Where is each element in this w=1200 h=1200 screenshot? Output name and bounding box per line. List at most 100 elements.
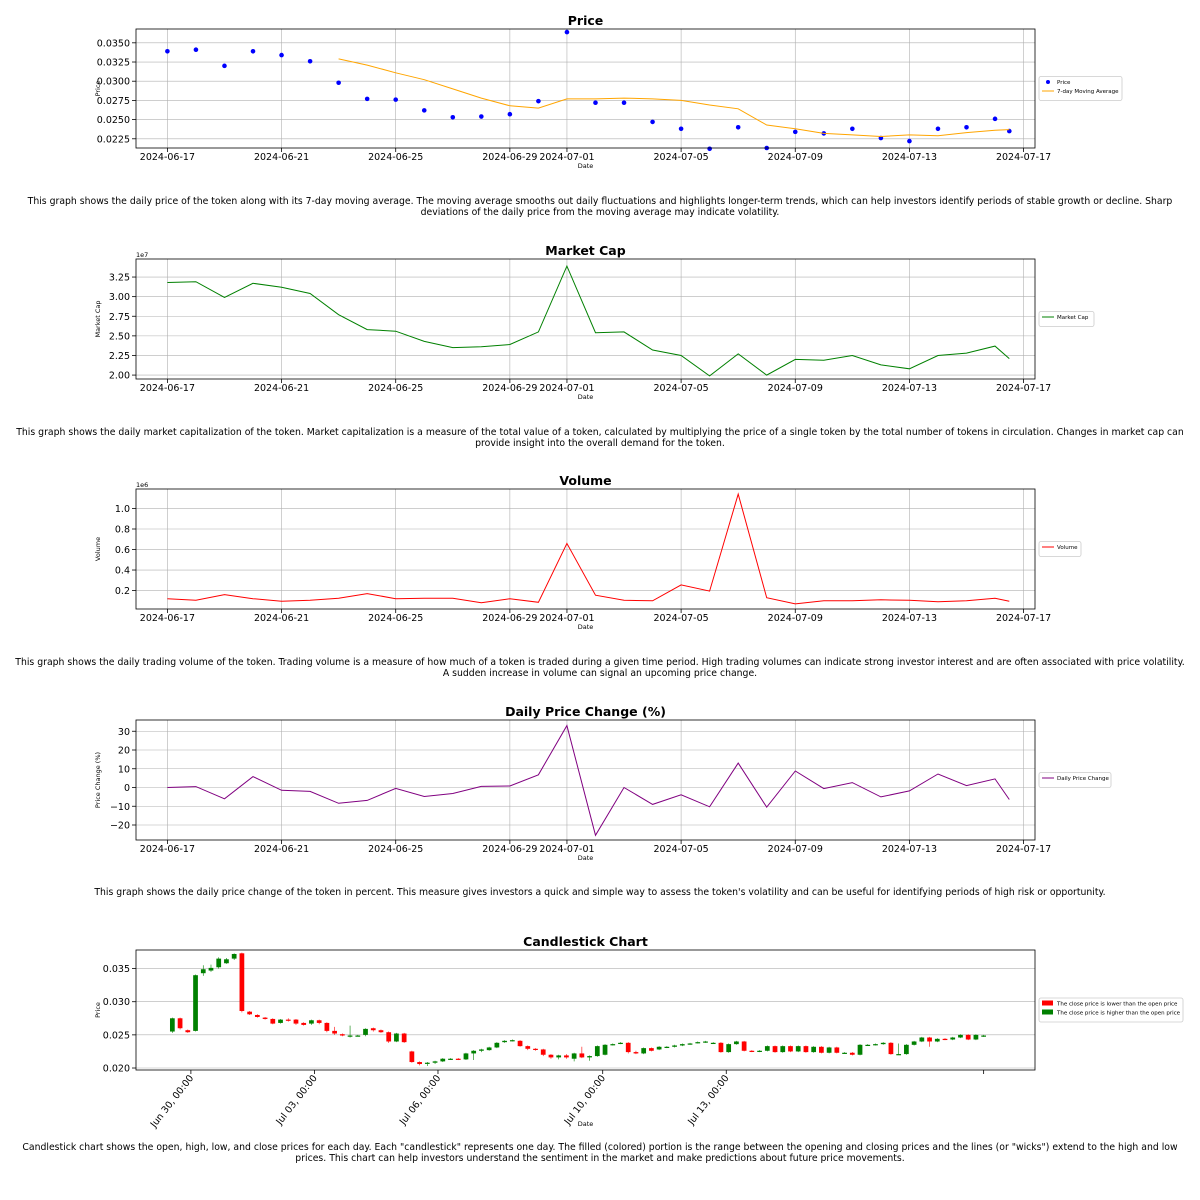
y-tick-label-2: 1.0 [115, 504, 130, 515]
caption-volume: This graph shows the daily trading volum… [0, 657, 1200, 679]
x-tick-label-3: 2024-07-17 [996, 844, 1051, 855]
price-point [678, 126, 684, 132]
y-tick-label-1: 2.25 [109, 351, 130, 362]
candle-body [934, 1038, 940, 1042]
x-tick-label-2: 2024-07-05 [653, 613, 708, 624]
x-axis-label-4: Date [578, 1120, 594, 1128]
candle-body [873, 1044, 878, 1046]
y-axis-label-2: Volume [94, 537, 102, 561]
candle-body [896, 1054, 902, 1056]
candle-body [687, 1043, 693, 1045]
candle-body [301, 1022, 307, 1025]
y-tick-label-0: 0.0250 [97, 115, 130, 126]
candle-body [394, 1033, 399, 1042]
x-axis-label-2: Date [578, 623, 594, 631]
x-tick-label-0: 2024-07-09 [768, 152, 823, 163]
candle-body [378, 1030, 384, 1033]
candle-body [919, 1037, 925, 1042]
candle-body [834, 1047, 840, 1053]
candle-body [247, 1011, 252, 1015]
candle-body [780, 1046, 786, 1053]
legend-label-0: Price [1057, 80, 1071, 86]
candle-body [432, 1061, 438, 1063]
candle-body [656, 1046, 662, 1050]
candle-body [239, 953, 245, 1011]
x-axis-label-3: Date [578, 854, 594, 862]
price-point [279, 52, 284, 58]
y-tick-label-1: 3.00 [109, 292, 130, 303]
series-line-3-0 [167, 724, 1010, 837]
x-tick-label-2: 2024-06-25 [368, 613, 423, 624]
x-tick-label-1: 2024-06-25 [368, 383, 423, 394]
candle-body [857, 1044, 863, 1055]
price-point [650, 119, 655, 125]
chart-title-0: Price [568, 13, 604, 28]
candle-body [772, 1046, 778, 1053]
candle-body [811, 1046, 817, 1053]
candle-body [370, 1028, 376, 1031]
candle-body [216, 958, 222, 968]
candle-body [911, 1041, 917, 1045]
candle-body [200, 969, 206, 974]
x-tick-label-2: 2024-06-21 [254, 613, 309, 624]
legend-label-2: Volume [1057, 545, 1078, 551]
candle-body [417, 1062, 422, 1065]
y-axis-label-3: Price Change (%) [94, 752, 102, 808]
x-tick-label-3: 2024-06-21 [254, 844, 309, 855]
candle-body [424, 1062, 430, 1064]
candle-body [540, 1049, 546, 1055]
price-point [792, 129, 798, 135]
x-tick-label-1: 2024-06-17 [140, 383, 195, 394]
x-tick-label-1: 2024-06-29 [482, 383, 537, 394]
candle-body [525, 1046, 531, 1049]
x-tick-label-4: Jun 30, 00:00 [148, 1073, 196, 1131]
price-point [507, 111, 513, 117]
candle-body [409, 1051, 415, 1063]
series-line-1-0 [167, 264, 1010, 377]
candle-body [950, 1037, 956, 1040]
candle-body [579, 1053, 585, 1058]
x-axis-label-0: Date [578, 162, 594, 170]
x-tick-label-4: Jul 13, 00:00 [685, 1073, 731, 1128]
x-tick-label-2: 2024-07-09 [768, 613, 823, 624]
candle-body [965, 1034, 971, 1040]
x-tick-label-0: 2024-06-29 [482, 152, 537, 163]
candle-body [231, 953, 237, 959]
candle-body [285, 1019, 291, 1021]
x-tick-label-0: 2024-06-17 [140, 152, 195, 163]
caption-market-cap: This graph shows the daily market capita… [0, 427, 1200, 449]
x-tick-label-1: 2024-07-17 [996, 383, 1051, 394]
price-point [593, 100, 598, 106]
candle-body [718, 1042, 724, 1053]
candle-body [602, 1044, 608, 1055]
candle-body [316, 1020, 322, 1023]
x-tick-label-2: 2024-06-29 [482, 613, 537, 624]
candle-body [788, 1046, 793, 1052]
y-tick-label-4: 0.020 [103, 1064, 130, 1075]
y-tick-label-3: 30 [118, 727, 130, 738]
plot-area-1 [135, 258, 1036, 380]
y-tick-label-0: 0.0225 [97, 134, 130, 145]
price-point [222, 63, 227, 69]
y-tick-label-1: 2.75 [109, 312, 130, 323]
chart-3: −20 −10 0 10 20 30 2024-06-17 2024-06-21 2024-06… [94, 704, 1112, 862]
candle-body [594, 1046, 600, 1057]
candle-body [517, 1040, 523, 1047]
y-scale-note-1: 1e7 [136, 251, 148, 259]
caption-candlestick: Candlestick chart shows the open, high, … [0, 1142, 1200, 1164]
y-axis-label-1: Market Cap [94, 300, 102, 337]
candle-body [764, 1046, 770, 1051]
x-tick-label-0: 2024-07-13 [882, 152, 937, 163]
x-tick-label-3: 2024-07-13 [882, 844, 937, 855]
candle-body [726, 1044, 732, 1053]
x-tick-label-2: 2024-07-17 [996, 613, 1051, 624]
legend-patch-4 [1042, 1000, 1053, 1006]
candle-body [695, 1042, 701, 1044]
y-tick-label-2: 0.8 [115, 525, 130, 536]
price-point [479, 114, 484, 119]
candle-body [193, 975, 198, 1031]
caption-volume-text: This graph shows the daily trading volum… [15, 657, 1185, 679]
candle-body [703, 1041, 708, 1043]
candle-body [556, 1055, 562, 1058]
candle-body [169, 1018, 175, 1032]
